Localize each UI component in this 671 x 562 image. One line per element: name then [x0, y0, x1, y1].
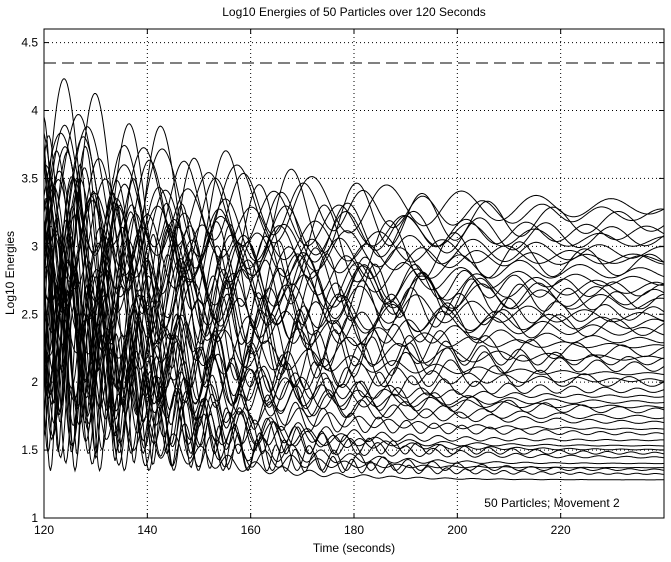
- particle-series-line: [43, 219, 665, 414]
- particle-series-line: [43, 113, 665, 247]
- particle-series-line: [43, 253, 664, 469]
- particle-series-line: [43, 142, 664, 346]
- particle-series-line: [43, 132, 665, 265]
- particle-series-line: [43, 205, 665, 404]
- annotation: 50 Particles; Movement 2: [484, 496, 620, 510]
- y-tick-label: 2.5: [21, 307, 38, 321]
- particle-series-line: [43, 178, 665, 334]
- y-tick-label: 4.5: [21, 36, 38, 50]
- particle-series-line: [43, 151, 664, 324]
- particle-series-line: [43, 150, 665, 381]
- particle-series-line: [43, 126, 665, 303]
- y-tick-label: 2: [31, 375, 38, 389]
- x-axis-label: Time (seconds): [313, 541, 395, 555]
- particle-series-line: [43, 234, 665, 436]
- y-tick-label: 1.5: [21, 443, 38, 457]
- particle-series-line: [43, 199, 665, 309]
- particle-series-line: [43, 257, 665, 475]
- particle-series-line: [43, 177, 665, 367]
- particle-series-line: [43, 192, 665, 301]
- particle-series-line: [43, 135, 665, 389]
- y-tick-label: 4: [31, 104, 38, 118]
- y-tick-label: 3: [31, 239, 38, 253]
- particle-series-line: [43, 164, 665, 290]
- particle-series-line: [43, 233, 665, 420]
- particle-series-line: [43, 178, 665, 355]
- particle-series-line: [43, 170, 665, 321]
- y-tick-label: 1: [31, 511, 38, 525]
- y-tick-label: 3.5: [21, 171, 38, 185]
- axis-ticks: 120 140 160 180 200 220 1 1.5 2 2.5 3 3.5 4 4.5: [21, 29, 664, 537]
- series-group: [43, 78, 665, 481]
- x-tick-label: 120: [34, 523, 54, 537]
- x-tick-label: 140: [137, 523, 157, 537]
- x-tick-label: 200: [447, 523, 467, 537]
- particle-series-line: [43, 124, 665, 256]
- particle-series-line: [43, 229, 665, 426]
- particle-series-line: [43, 244, 664, 451]
- x-tick-label: 180: [344, 523, 364, 537]
- particle-series-line: [43, 136, 665, 304]
- x-tick-label: 160: [241, 523, 261, 537]
- y-axis-label: Log10 Energies: [3, 231, 17, 315]
- x-tick-label: 220: [551, 523, 571, 537]
- chart-title: Log10 Energies of 50 Particles over 120 …: [222, 5, 486, 19]
- particle-series-line: [43, 229, 665, 412]
- particle-series-line: [43, 275, 665, 430]
- particle-series-line: [43, 265, 664, 459]
- particle-series-line: [43, 146, 665, 310]
- particle-series-line: [43, 292, 665, 455]
- particle-series-line: [43, 258, 664, 447]
- particle-series-line: [43, 225, 665, 447]
- particle-series-line: [43, 185, 665, 349]
- particle-series-line: [43, 277, 665, 473]
